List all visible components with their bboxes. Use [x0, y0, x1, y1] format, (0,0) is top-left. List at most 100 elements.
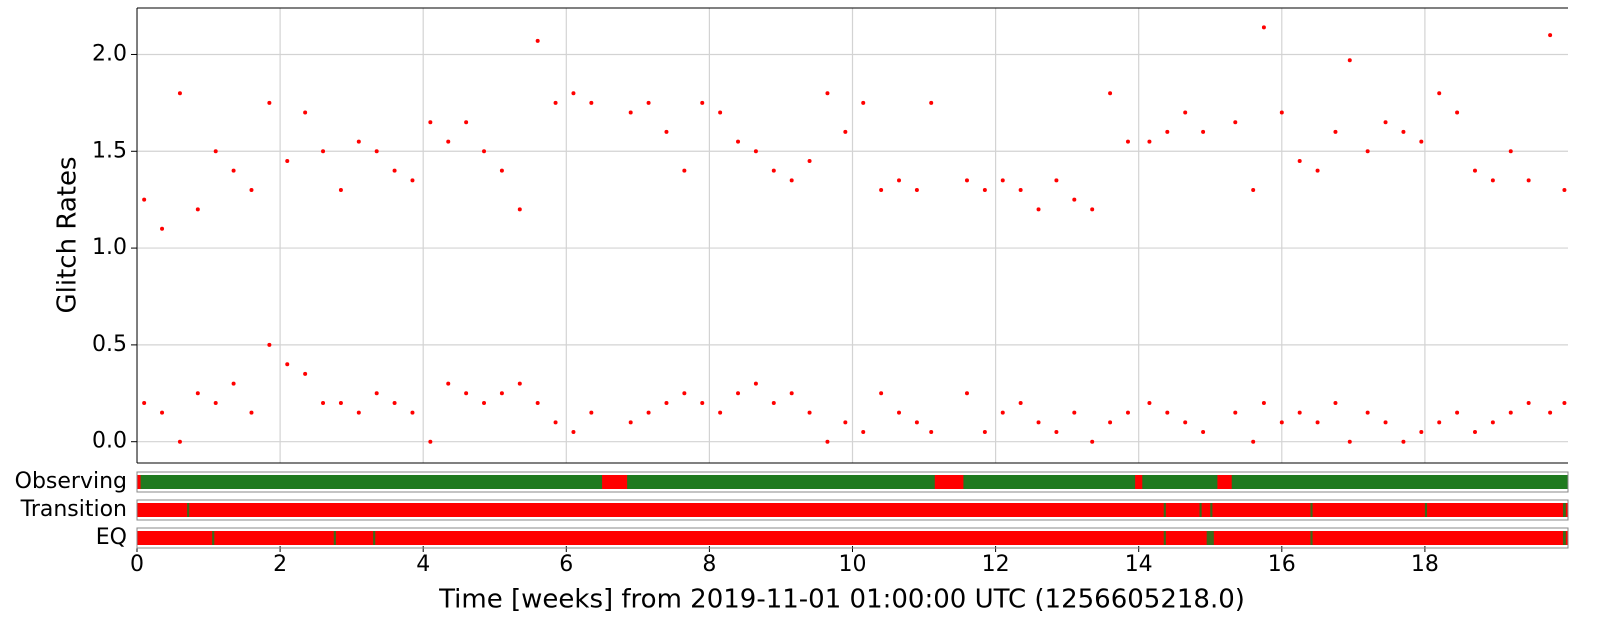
point — [1526, 400, 1531, 405]
segment-active — [140, 475, 603, 489]
point — [789, 391, 794, 396]
point — [428, 120, 433, 125]
segment-active — [1562, 503, 1566, 517]
point — [825, 439, 830, 444]
segment-track — [137, 531, 1568, 545]
point — [1401, 439, 1406, 444]
point — [929, 100, 934, 105]
x-tick-label: 8 — [702, 552, 716, 577]
segment-active — [1199, 503, 1202, 517]
point — [160, 226, 165, 231]
point — [861, 430, 866, 435]
point — [1036, 207, 1041, 212]
point — [1508, 149, 1513, 154]
point — [1333, 400, 1338, 405]
point — [249, 188, 254, 192]
point — [982, 430, 987, 435]
x-tick-label: 10 — [839, 552, 867, 577]
point — [825, 91, 830, 96]
segment-label: Transition — [20, 497, 127, 522]
point — [231, 381, 236, 386]
point — [1383, 420, 1388, 425]
x-tick-label: 0 — [130, 552, 144, 577]
point — [1165, 410, 1170, 415]
point — [1090, 207, 1095, 212]
point — [1455, 410, 1460, 415]
point — [1251, 188, 1256, 192]
point — [789, 178, 794, 183]
segment-frame — [136, 499, 1569, 521]
segment-active — [1310, 531, 1313, 545]
segment-active — [1210, 503, 1213, 517]
point — [285, 362, 290, 367]
point — [1000, 178, 1005, 183]
point — [285, 158, 290, 163]
point — [321, 149, 326, 154]
point — [535, 38, 540, 43]
point — [700, 100, 705, 105]
point — [410, 178, 415, 183]
point — [410, 410, 415, 415]
point — [553, 100, 558, 105]
point — [664, 129, 669, 134]
point — [213, 149, 218, 154]
point — [535, 400, 540, 405]
segment-active — [1163, 503, 1166, 517]
point — [1508, 410, 1513, 415]
point — [1419, 430, 1424, 435]
x-axis-label: Time [weeks] from 2019-11-01 01:00:00 UT… — [438, 585, 1245, 615]
point — [1365, 149, 1370, 154]
point — [1201, 129, 1206, 134]
point — [553, 420, 558, 425]
point — [982, 188, 987, 192]
point — [682, 391, 687, 396]
point — [177, 439, 182, 444]
x-tick-label: 12 — [982, 552, 1010, 577]
point — [700, 400, 705, 405]
point — [464, 391, 469, 396]
point — [1297, 158, 1302, 163]
point — [1054, 178, 1059, 183]
point — [1072, 197, 1077, 202]
segment-active — [1163, 531, 1166, 545]
point — [589, 100, 594, 105]
point — [392, 168, 397, 173]
segment-active — [1424, 503, 1428, 517]
point — [736, 139, 741, 144]
point — [1233, 410, 1238, 415]
segment-frame — [136, 471, 1569, 493]
point — [879, 391, 884, 396]
point — [356, 139, 361, 144]
segment-track — [137, 503, 1568, 517]
segment-active — [212, 531, 215, 545]
point — [736, 391, 741, 396]
point — [914, 420, 919, 425]
y-tick-label: 2.0 — [92, 41, 127, 66]
point — [1233, 120, 1238, 125]
point — [428, 439, 433, 444]
point — [160, 410, 165, 415]
point — [682, 168, 687, 173]
segment-active — [1310, 503, 1313, 517]
point — [1261, 25, 1266, 30]
point — [1201, 430, 1206, 435]
point — [753, 381, 758, 386]
x-tick-label: 14 — [1125, 552, 1153, 577]
point — [1279, 420, 1284, 425]
point — [1297, 410, 1302, 415]
point — [1315, 168, 1320, 173]
point — [1333, 129, 1338, 134]
x-tick-label: 2 — [273, 552, 287, 577]
point — [1548, 410, 1553, 415]
point — [1437, 420, 1442, 425]
point — [1108, 91, 1113, 96]
y-tick-label: 1.5 — [92, 138, 127, 163]
point — [1279, 110, 1284, 115]
segment-active — [1206, 531, 1214, 545]
segment-active — [1142, 475, 1218, 489]
point — [1347, 58, 1352, 63]
segment-active — [333, 531, 336, 545]
point — [482, 149, 487, 154]
